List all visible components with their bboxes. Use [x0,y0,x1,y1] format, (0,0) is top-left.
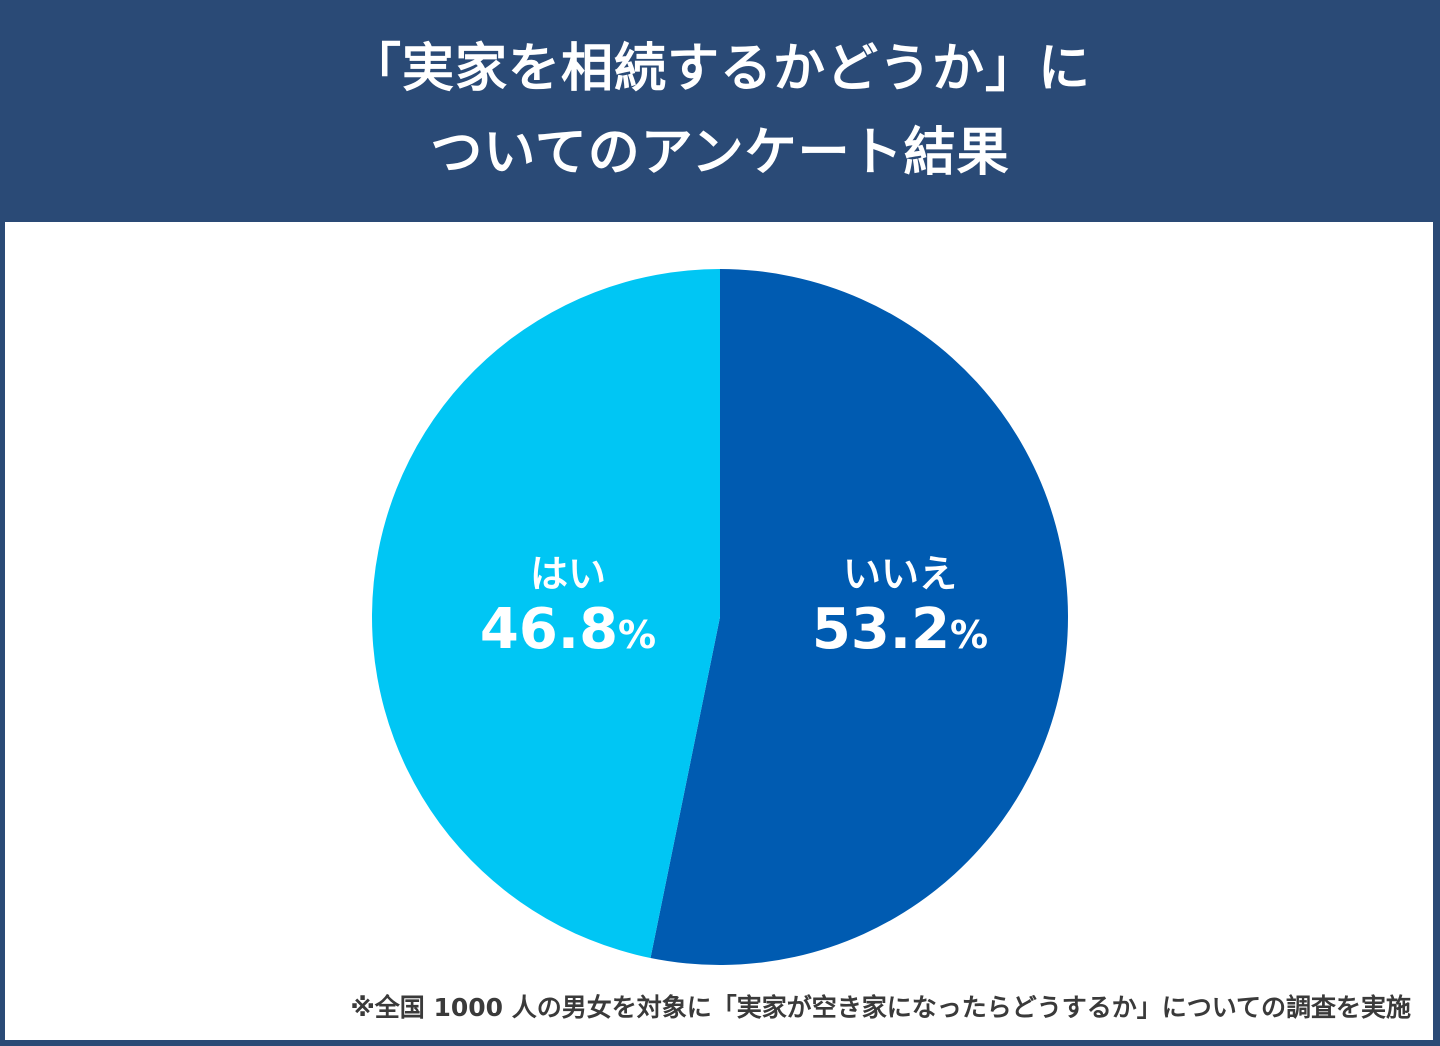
pie-slice-yes [372,269,720,958]
chart-title-line-2: ついてのアンケート結果 [430,123,1010,183]
survey-footnote: ※全国 1000 人の男女を対象に「実家が空き家になったらどうするか」についての… [350,993,1411,1022]
pie-slice-no [650,269,1068,966]
slice-percent-no: 53.2% [811,597,989,662]
chart-header: 「実家を相続するかどうか」に ついてのアンケート結果 [0,0,1440,222]
chart-title-line-1: 「実家を相続するかどうか」に [348,39,1091,99]
slice-category-no: いいえ [842,552,957,596]
slice-label-yes: はい 46.8% [480,552,656,669]
slice-category-yes: はい [529,552,606,596]
slice-percent-yes: 46.8% [479,597,657,662]
slice-label-no: いいえ 53.2% [812,552,988,669]
chart-panel: はい 46.8% いいえ 53.2% ※全国 1000 人の男女を対象に「実家が… [5,222,1433,1040]
pie-chart [372,269,1068,966]
